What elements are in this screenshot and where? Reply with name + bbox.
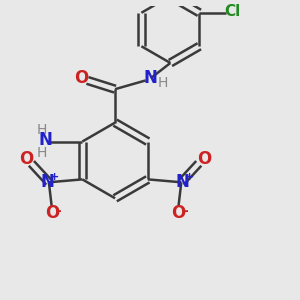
Text: N: N (40, 173, 54, 191)
Text: O: O (19, 150, 33, 168)
Text: N: N (144, 69, 158, 87)
Text: +: + (50, 172, 59, 182)
Text: -: - (182, 203, 188, 218)
Text: +: + (185, 172, 194, 182)
Text: N: N (176, 173, 190, 191)
Text: H: H (158, 76, 168, 90)
Text: Cl: Cl (225, 4, 241, 19)
Text: H: H (37, 146, 47, 160)
Text: O: O (171, 204, 185, 222)
Text: -: - (55, 203, 61, 218)
Text: N: N (38, 131, 52, 149)
Text: O: O (45, 204, 59, 222)
Text: O: O (74, 69, 88, 87)
Text: O: O (197, 150, 211, 168)
Text: H: H (37, 124, 47, 137)
